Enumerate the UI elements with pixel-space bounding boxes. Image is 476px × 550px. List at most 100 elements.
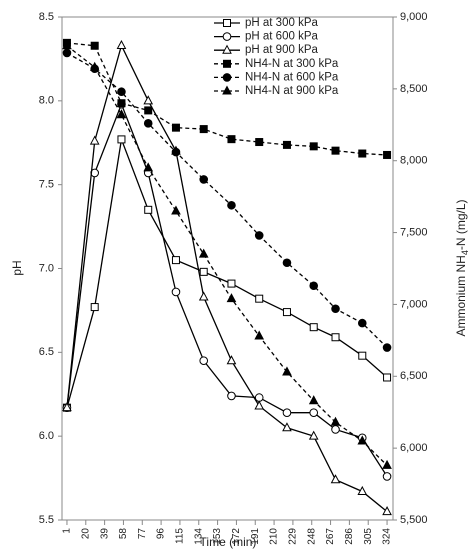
marker (144, 205, 153, 214)
marker (199, 125, 208, 134)
marker (116, 39, 127, 50)
y2-tick-label: 7,000 (400, 298, 428, 310)
marker (331, 333, 340, 342)
marker (171, 287, 181, 297)
marker (382, 472, 392, 481)
marker (199, 267, 208, 276)
marker (331, 146, 340, 155)
marker (198, 291, 209, 301)
x-tick-label: 58 (118, 528, 129, 540)
legend-label: pH at 900 kPa (245, 44, 318, 56)
marker (143, 119, 153, 128)
marker (143, 95, 154, 105)
x-tick-label: 172 (231, 528, 242, 545)
x-tick-label: 305 (363, 528, 374, 545)
marker (309, 142, 318, 151)
y2-tick-label: 8,500 (400, 83, 428, 95)
x-tick-label: 1 (62, 528, 73, 534)
x-tick-label: 324 (382, 528, 393, 545)
marker (309, 281, 319, 291)
y-tick-label: 8.5 (39, 11, 54, 23)
marker (171, 256, 180, 265)
y-tick-label: 8.0 (39, 95, 54, 107)
marker (117, 87, 126, 97)
x-axis-title: Time (min) (200, 535, 257, 549)
marker (357, 435, 368, 445)
marker (226, 355, 237, 365)
legend-label: NH4-N at 300 kPa (245, 58, 339, 70)
marker (309, 323, 318, 332)
legend-label: NH4-N at 900 kPa (245, 85, 339, 97)
x-tick-label: 229 (288, 528, 299, 545)
marker (358, 149, 367, 158)
marker (282, 258, 292, 268)
x-tick-label: 191 (250, 528, 261, 545)
y2-axis-title: Ammonium NH4-N (mg/L) (454, 199, 470, 336)
marker (198, 248, 209, 258)
x-tick-label: 210 (269, 528, 280, 545)
series-line (66, 43, 388, 513)
legend-label: pH at 600 kPa (245, 31, 318, 43)
marker (383, 373, 392, 382)
marker (62, 40, 72, 50)
marker (382, 506, 392, 516)
marker (255, 138, 264, 147)
marker (254, 330, 265, 340)
marker (90, 303, 99, 312)
x-tick-label: 39 (99, 528, 110, 540)
legend-label: NH4-N at 600 kPa (245, 71, 339, 83)
marker (382, 343, 392, 352)
marker (330, 474, 341, 484)
marker (331, 425, 340, 434)
marker (357, 318, 367, 328)
marker (116, 109, 127, 119)
y2-tick-label: 8,000 (400, 155, 428, 167)
y2-tick-label: 7,500 (400, 226, 428, 238)
marker (383, 150, 392, 159)
marker (282, 308, 291, 317)
y2-tick-label: 5,500 (400, 514, 428, 526)
marker (143, 162, 154, 172)
x-tick-label: 20 (80, 528, 91, 540)
marker (254, 400, 265, 410)
marker (330, 416, 341, 426)
legend-box (210, 18, 382, 104)
marker (171, 123, 180, 132)
x-tick-label: 153 (212, 528, 223, 545)
marker (254, 393, 264, 402)
marker (223, 19, 231, 27)
marker (226, 293, 237, 303)
x-tick-label: 115 (175, 528, 186, 544)
x-tick-label: 286 (344, 528, 355, 545)
marker (89, 61, 100, 71)
marker (331, 304, 340, 314)
marker (199, 356, 209, 366)
marker (223, 59, 231, 68)
marker (255, 294, 264, 303)
marker (282, 408, 292, 417)
marker (308, 430, 319, 440)
x-tick-label: 77 (137, 528, 148, 540)
series-line (66, 45, 388, 466)
y-axis-title: pH (10, 260, 24, 275)
y-tick-label: 6.0 (39, 430, 54, 442)
y-tick-label: 6.5 (39, 346, 54, 358)
x-tick-label: 134 (193, 528, 204, 545)
marker (222, 85, 232, 95)
marker (357, 485, 368, 495)
marker (254, 231, 264, 240)
marker (227, 391, 236, 401)
y-tick-label: 7.5 (39, 179, 54, 191)
marker (62, 48, 72, 58)
marker (222, 44, 232, 54)
marker (382, 459, 392, 469)
marker (222, 32, 232, 41)
y2-tick-label: 6,000 (400, 442, 428, 454)
y2-tick-label: 6,500 (400, 370, 428, 382)
x-tick-label: 267 (325, 528, 336, 545)
marker (308, 395, 319, 405)
y-tick-label: 5.5 (39, 514, 54, 526)
legend-label: pH at 300 kPa (245, 17, 318, 29)
marker (227, 135, 236, 144)
